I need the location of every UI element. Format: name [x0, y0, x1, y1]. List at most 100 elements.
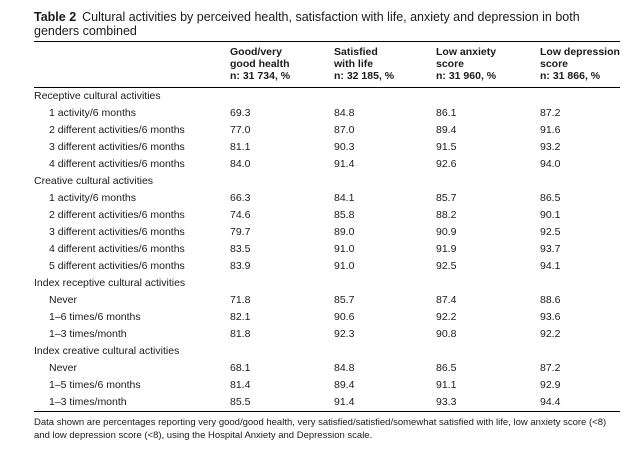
value-cell: 92.2 [540, 328, 561, 340]
top-rule [34, 41, 620, 42]
value-cell: 74.6 [230, 209, 251, 221]
value-cell: 94.1 [540, 260, 561, 272]
value-cell: 85.7 [436, 192, 457, 204]
value-cell: 81.1 [230, 141, 251, 153]
value-cell: 92.5 [436, 260, 457, 272]
table-row: 5 different activities/6 months 83.9 91.0 9… [34, 258, 620, 275]
table-figure: Table 2 Cultural activities by perceived … [34, 10, 620, 442]
value-cell: 91.6 [540, 124, 561, 136]
section-title: Index creative cultural activities [34, 345, 180, 357]
row-label: 1–5 times/6 months [49, 379, 141, 391]
value-cell: 82.1 [230, 311, 251, 323]
table-row: Never 68.1 84.8 86.5 87.2 [34, 360, 620, 377]
section-row: Index creative cultural activities [34, 343, 620, 360]
value-cell: 91.0 [334, 243, 355, 255]
value-cell: 86.5 [540, 192, 561, 204]
value-cell: 94.4 [540, 396, 561, 408]
value-cell: 91.4 [334, 158, 355, 170]
table-row: 4 different activities/6 months 84.0 91.4 9… [34, 156, 620, 173]
value-cell: 84.0 [230, 158, 251, 170]
table-row: 2 different activities/6 months 77.0 87.0 8… [34, 122, 620, 139]
value-cell: 87.2 [540, 362, 561, 374]
table-row: 1 activity/6 months 66.3 84.1 85.7 86.5 [34, 190, 620, 207]
value-cell: 93.2 [540, 141, 561, 153]
header-rule [34, 87, 620, 88]
table-row: 3 different activities/6 months 81.1 90.3 9… [34, 139, 620, 156]
value-cell: 89.0 [334, 226, 355, 238]
value-cell: 83.5 [230, 243, 251, 255]
table-row: 3 different activities/6 months 79.7 89.0 9… [34, 224, 620, 241]
value-cell: 91.5 [436, 141, 457, 153]
row-label: 4 different activities/6 months [49, 158, 185, 170]
row-label: 2 different activities/6 months [49, 209, 185, 221]
value-cell: 92.2 [436, 311, 457, 323]
row-label: Never [49, 294, 78, 306]
value-cell: 91.1 [436, 379, 457, 391]
value-cell: 83.9 [230, 260, 251, 272]
section-row: Receptive cultural activities [34, 88, 620, 105]
data-table: Good/very good health n: 31 734, % Satisfi… [34, 42, 620, 411]
value-cell: 92.9 [540, 379, 561, 391]
table-row: 2 different activities/6 months 74.6 85.8 8… [34, 207, 620, 224]
bottom-rule [34, 411, 620, 412]
value-cell: 85.8 [334, 209, 355, 221]
row-label: 3 different activities/6 months [49, 226, 185, 238]
table-header: Good/very good health n: 31 734, % Satisfi… [34, 42, 620, 88]
table-row: 1–5 times/6 months 81.4 89.4 91.1 92.9 [34, 377, 620, 394]
table-row: 1 activity/6 months 69.3 84.8 86.1 87.2 [34, 105, 620, 122]
value-cell: 88.6 [540, 294, 561, 306]
row-label: Never [49, 362, 78, 374]
table-caption-text: Cultural activities by perceived health,… [34, 10, 580, 38]
table-row: 1–3 times/month 85.5 91.4 93.3 94.4 [34, 394, 620, 411]
value-cell: 90.3 [334, 141, 355, 153]
row-label: 4 different activities/6 months [49, 243, 185, 255]
row-label: 2 different activities/6 months [49, 124, 185, 136]
value-cell: 91.0 [334, 260, 355, 272]
value-cell: 89.4 [436, 124, 457, 136]
value-cell: 87.0 [334, 124, 355, 136]
header-satisfied-life: Satisfied with life n: 32 185, % [334, 46, 395, 82]
value-cell: 92.6 [436, 158, 457, 170]
value-cell: 92.5 [540, 226, 561, 238]
section-row: Creative cultural activities [34, 173, 620, 190]
value-cell: 68.1 [230, 362, 251, 374]
value-cell: 85.5 [230, 396, 251, 408]
value-cell: 84.8 [334, 107, 355, 119]
value-cell: 89.4 [334, 379, 355, 391]
value-cell: 93.6 [540, 311, 561, 323]
table-row: 1–6 times/6 months 82.1 90.6 92.2 93.6 [34, 309, 620, 326]
value-cell: 77.0 [230, 124, 251, 136]
value-cell: 66.3 [230, 192, 251, 204]
section-title: Receptive cultural activities [34, 90, 161, 102]
table-row: Never 71.8 85.7 87.4 88.6 [34, 292, 620, 309]
table-label: Table 2 [34, 10, 77, 24]
value-cell: 84.1 [334, 192, 355, 204]
value-cell: 85.7 [334, 294, 355, 306]
header-low-anxiety: Low anxiety score n: 31 960, % [436, 46, 497, 82]
row-label: 1–3 times/month [49, 328, 127, 340]
table-caption: Table 2 Cultural activities by perceived … [34, 10, 620, 38]
table-row: 4 different activities/6 months 83.5 91.0 9… [34, 241, 620, 258]
row-label: 1–3 times/month [49, 396, 127, 408]
value-cell: 81.4 [230, 379, 251, 391]
section-row: Index receptive cultural activities [34, 275, 620, 292]
row-label: 1 activity/6 months [49, 107, 136, 119]
value-cell: 71.8 [230, 294, 251, 306]
value-cell: 90.6 [334, 311, 355, 323]
value-cell: 90.8 [436, 328, 457, 340]
value-cell: 79.7 [230, 226, 251, 238]
row-label: 5 different activities/6 months [49, 260, 185, 272]
header-good-health: Good/very good health n: 31 734, % [230, 46, 291, 82]
value-cell: 91.9 [436, 243, 457, 255]
table-row: 1–3 times/month 81.8 92.3 90.8 92.2 [34, 326, 620, 343]
value-cell: 90.1 [540, 209, 561, 221]
value-cell: 88.2 [436, 209, 457, 221]
value-cell: 90.9 [436, 226, 457, 238]
value-cell: 93.7 [540, 243, 561, 255]
table-body: Receptive cultural activities 1 activity/… [34, 87, 620, 412]
row-label: 1–6 times/6 months [49, 311, 141, 323]
value-cell: 93.3 [436, 396, 457, 408]
row-label: 3 different activities/6 months [49, 141, 185, 153]
value-cell: 86.1 [436, 107, 457, 119]
value-cell: 86.5 [436, 362, 457, 374]
